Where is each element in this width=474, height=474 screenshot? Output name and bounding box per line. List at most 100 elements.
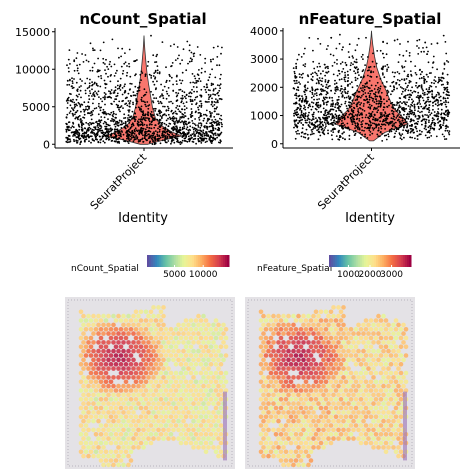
data-point [92,102,94,105]
colorbar-segment [185,255,189,267]
data-point [350,108,353,111]
data-point [379,95,381,98]
spot [148,423,154,428]
data-point [360,56,363,58]
data-point [151,132,154,135]
data-point [124,127,127,130]
data-point [294,94,296,96]
data-point [372,116,375,119]
spot [111,418,116,424]
data-point [189,125,192,128]
data-point [91,81,93,83]
spot [78,309,84,315]
data-point [330,103,333,106]
data-point [404,97,407,99]
data-point [362,90,365,93]
spot [403,335,409,341]
data-point [145,139,148,142]
data-point [404,82,407,85]
data-point [399,43,401,45]
spot [216,331,221,336]
spot [118,353,124,358]
spot [178,397,184,402]
data-point [163,105,166,108]
data-point [414,90,417,93]
spot [141,445,146,450]
data-point [123,117,125,119]
data-point [391,124,394,126]
data-point [357,111,360,114]
spot [206,427,211,433]
spot [128,344,134,350]
data-point [187,135,190,138]
data-point [354,91,357,94]
data-point [311,122,313,125]
data-point [74,117,77,120]
spot [213,370,219,376]
spot [368,362,374,367]
data-point [77,101,80,104]
data-point [378,124,380,126]
data-point [310,78,313,81]
data-point [141,122,144,124]
data-point [399,97,402,100]
data-point [115,103,118,106]
data-point [118,134,120,137]
data-point [179,118,181,120]
data-point [343,78,346,81]
data-point [440,113,442,116]
spot [201,392,206,398]
spot [211,410,216,415]
spot [213,335,219,341]
data-point [84,109,86,111]
data-point [103,98,106,101]
data-point [150,123,153,126]
data-point [162,136,164,139]
spot [153,379,159,385]
data-point [200,88,203,91]
spot [128,318,134,323]
spot [328,327,334,332]
spot [91,453,96,459]
colorbar-segment [198,255,201,267]
data-point [429,125,432,128]
colorbar-segment [396,255,400,267]
spot [268,353,274,358]
data-point [380,98,382,100]
data-point [408,54,411,57]
data-point [179,111,182,113]
spot [296,348,301,354]
spot [396,322,401,328]
data-point [104,93,107,96]
data-point [433,118,435,121]
data-point [319,125,321,127]
data-point [161,94,164,97]
spot [91,383,96,389]
spot [366,357,371,363]
data-point [71,77,73,80]
data-point [392,110,395,113]
spot [338,335,344,341]
spot [278,335,284,341]
spot [323,344,329,350]
data-point [197,80,200,83]
data-point [104,96,106,99]
data-point [392,117,394,120]
data-point [133,132,136,135]
data-point [367,106,370,109]
spot [158,353,164,358]
data-point [209,112,212,115]
data-point [220,52,222,55]
data-point [443,86,446,89]
x-axis-label-ncount: Identity [118,211,168,226]
spot [221,383,226,389]
spot [338,353,344,358]
data-point [157,127,159,130]
data-point [193,98,196,101]
data-point [141,111,144,113]
spot [111,375,116,380]
data-point [428,109,431,112]
data-point [72,126,75,129]
spot [303,353,309,358]
data-point [183,127,186,130]
